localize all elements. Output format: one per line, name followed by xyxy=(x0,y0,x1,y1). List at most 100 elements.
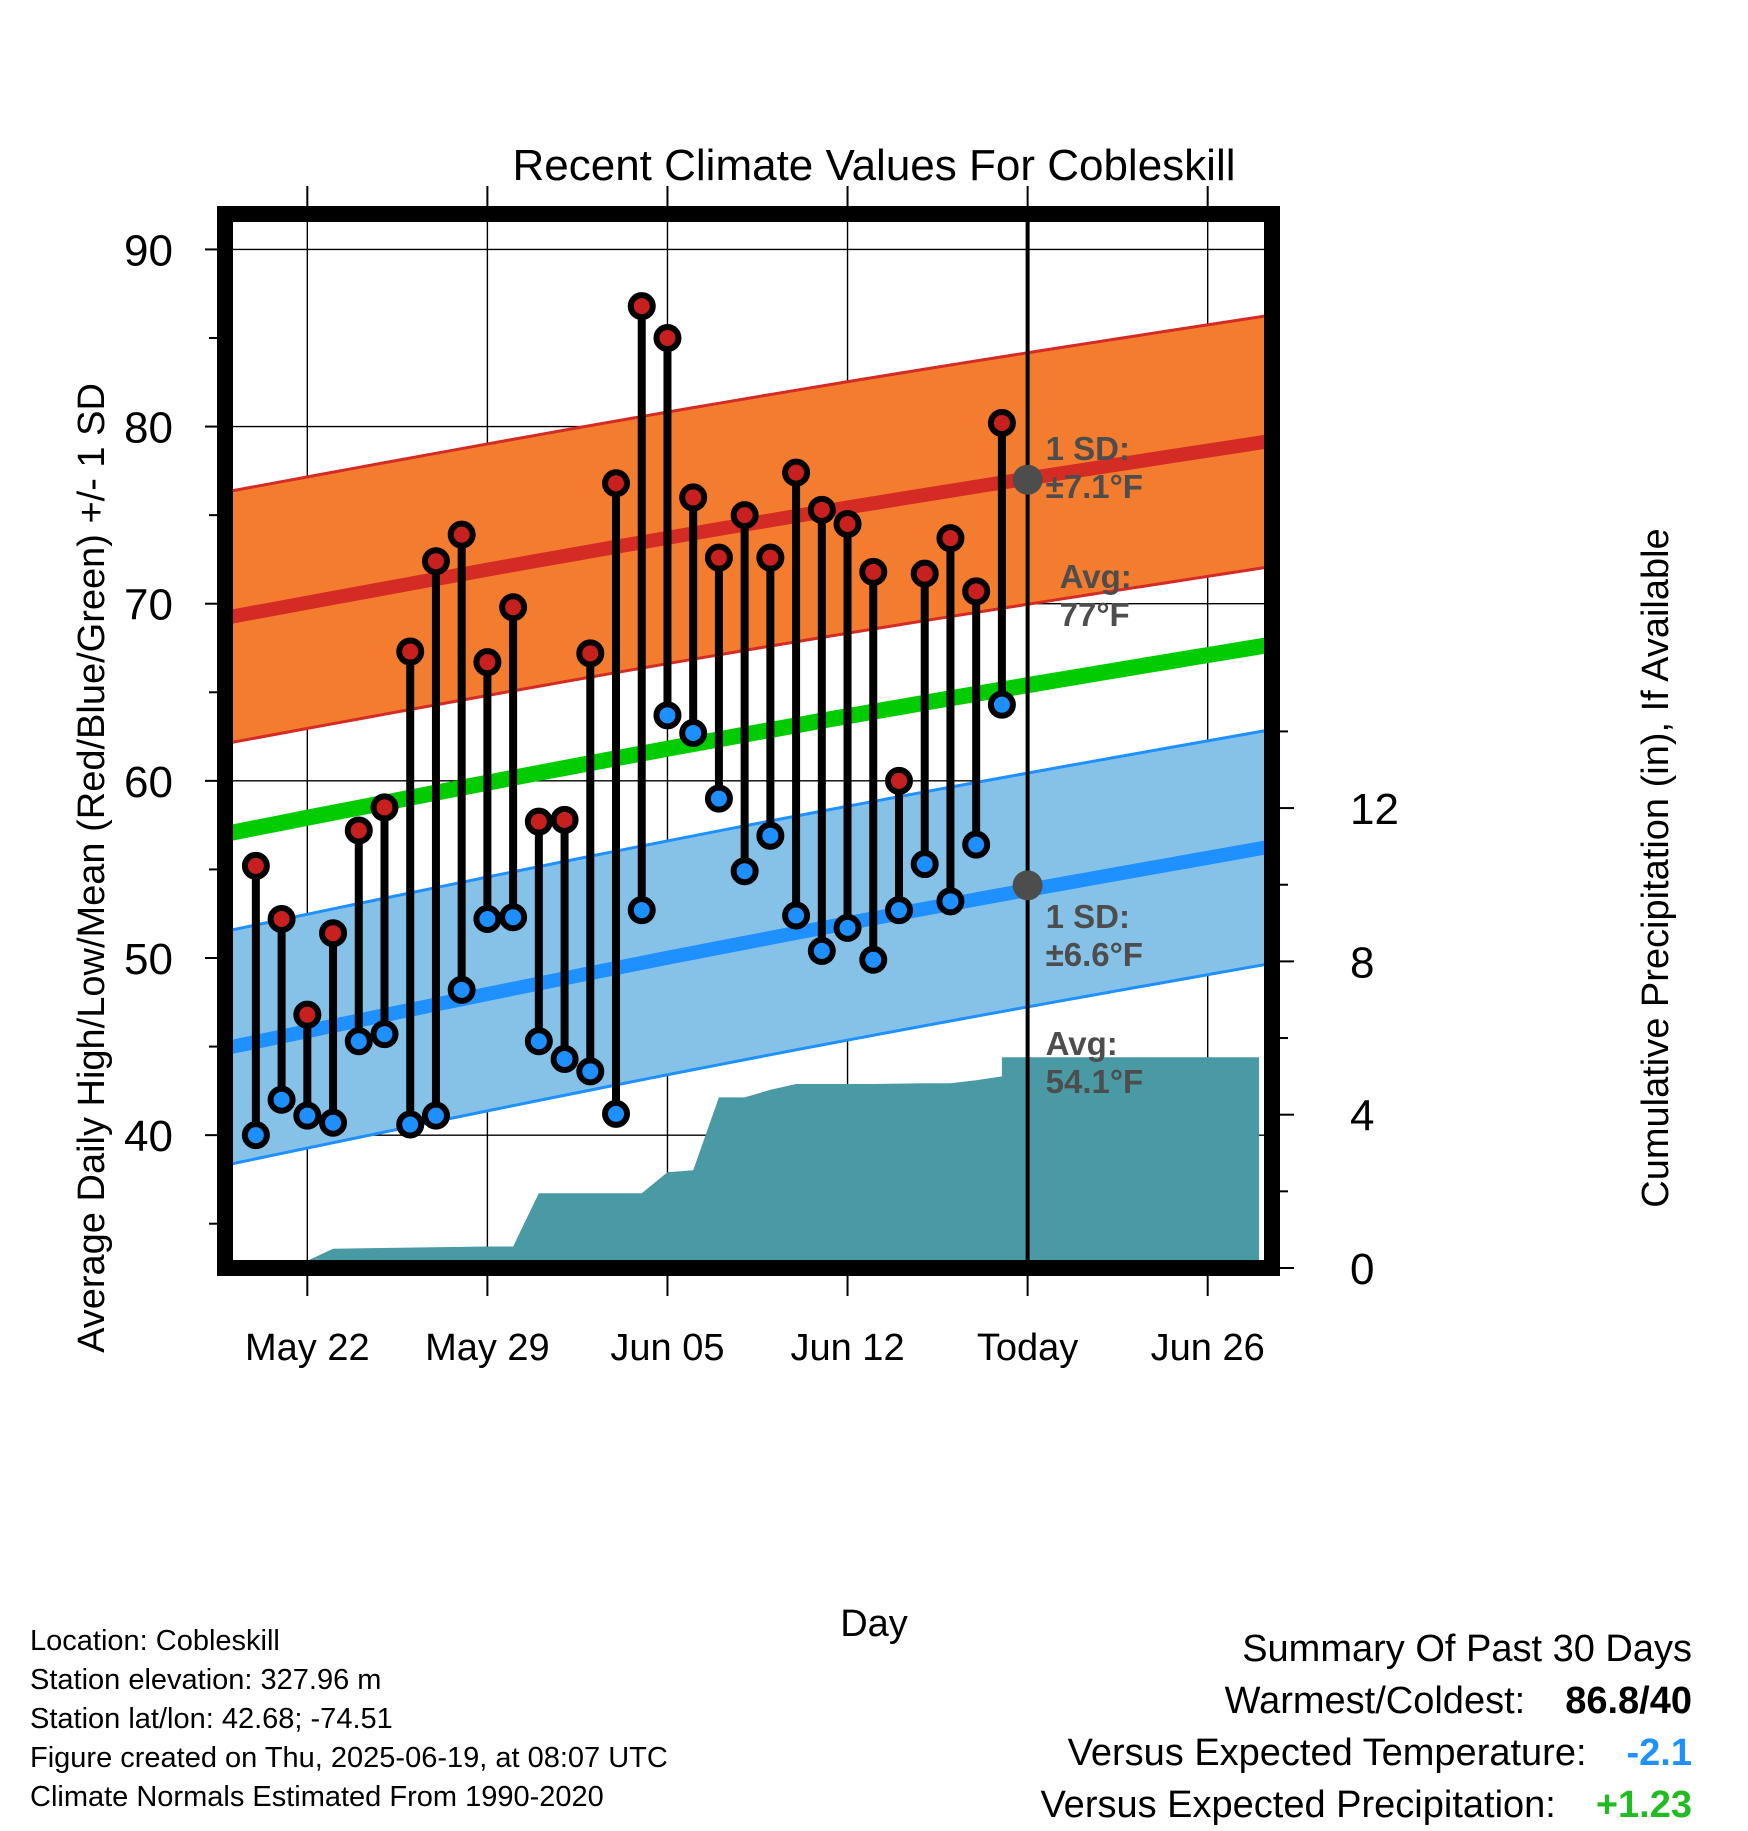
high-band-upper-edge xyxy=(225,313,1272,494)
summary-warmest-row: Warmest/Coldest: 86.8/40 xyxy=(1040,1675,1692,1727)
daily-high-point xyxy=(704,543,733,572)
temp-label: Versus Expected Temperature: xyxy=(1067,1732,1587,1774)
daily-low-point xyxy=(859,945,888,974)
temp-value: -2.1 xyxy=(1626,1732,1692,1774)
daily-low-point xyxy=(782,901,811,930)
daily-low-point xyxy=(833,913,862,942)
high-sd-annotation: 1 SD: ±7.1°F xyxy=(1046,430,1143,505)
daily-low-point xyxy=(602,1099,631,1128)
daily-low-point xyxy=(473,905,502,934)
daily-high-point xyxy=(576,639,605,668)
daily-low-point xyxy=(807,936,836,965)
daily-high-point xyxy=(499,593,528,622)
daily-high-point xyxy=(936,524,965,553)
daily-high-point xyxy=(627,292,656,321)
daily-high-point xyxy=(910,559,939,588)
daily-low-point xyxy=(421,1101,450,1130)
daily-high-point xyxy=(730,501,759,530)
plot-frame xyxy=(217,206,1280,1276)
plot-interior: 1 SD: ±7.1°F Avg: 77°F 1 SD: ±6.6°F Avg: 54.1°F… xyxy=(225,214,1272,1450)
created-text: Figure created on Thu, 2025-06-19, at 08… xyxy=(30,1742,668,1774)
daily-low-point xyxy=(396,1110,425,1139)
daily-low-point xyxy=(910,850,939,879)
daily-high-point xyxy=(447,520,476,549)
y2-tick-label: 12 xyxy=(1350,785,1399,834)
cumulative-precipitation-area xyxy=(291,1057,1260,1268)
y-tick-label: 40 xyxy=(124,1112,173,1161)
summary-precip-row: Versus Expected Precipitation: +1.23 xyxy=(1040,1779,1692,1831)
x-tick-label: Today xyxy=(977,1327,1078,1369)
daily-high-point xyxy=(550,805,579,834)
daily-low-point xyxy=(576,1057,605,1086)
precip-value: +1.23 xyxy=(1595,1784,1692,1826)
daily-high-point xyxy=(602,469,631,498)
daily-low-point xyxy=(627,896,656,925)
daily-low-point xyxy=(370,1020,399,1049)
daily-high-point xyxy=(807,495,836,524)
y2-tick-label: 8 xyxy=(1350,938,1374,987)
daily-high-point xyxy=(962,577,991,606)
precip-label: Versus Expected Precipitation: xyxy=(1040,1784,1556,1826)
y2-tick-label: 4 xyxy=(1350,1092,1374,1141)
daily-low-point xyxy=(756,821,785,850)
x-tick-label: May 22 xyxy=(245,1327,370,1369)
daily-low-point xyxy=(241,1121,270,1150)
location-text: Location: Cobleskill xyxy=(30,1625,280,1657)
daily-high-point xyxy=(884,766,913,795)
daily-low-point xyxy=(550,1044,579,1073)
low-avg-annotation: Avg: 54.1°F xyxy=(1046,1025,1144,1100)
daily-low-point xyxy=(447,975,476,1004)
daily-low-point xyxy=(704,784,733,813)
days-window-label: 30 Days xyxy=(1040,1375,1119,1450)
y-axis-label: Average Daily High/Low/Mean (Red/Blue/Gr… xyxy=(71,383,113,1353)
daily-high-point xyxy=(524,807,553,836)
latlon-text: Station lat/lon: 42.68; -74.51 xyxy=(30,1703,393,1735)
elevation-text: Station elevation: 327.96 m xyxy=(30,1664,382,1696)
daily-low-point xyxy=(293,1101,322,1130)
daily-low-point xyxy=(679,719,708,748)
normal-low-line xyxy=(225,839,1272,1056)
x-tick-label: Jun 05 xyxy=(610,1327,724,1369)
high-avg-annotation: Avg: 77°F xyxy=(1060,558,1132,633)
summary-temp-row: Versus Expected Temperature: -2.1 xyxy=(1040,1727,1692,1779)
x-tick-label: Jun 26 xyxy=(1151,1327,1265,1369)
daily-high-point xyxy=(473,648,502,677)
summary-panel: Summary Of Past 30 Days Warmest/Coldest:… xyxy=(1040,1623,1692,1831)
daily-high-point xyxy=(241,851,270,880)
daily-low-point xyxy=(653,701,682,730)
daily-high-point xyxy=(653,324,682,352)
normals-text: Climate Normals Estimated From 1990-2020 xyxy=(30,1781,604,1813)
warmest-value: 86.8/40 xyxy=(1565,1680,1692,1722)
daily-low-point xyxy=(936,887,965,916)
plot-area: 1 SD: ±7.1°F Avg: 77°F 1 SD: ±6.6°F Avg: 54.1°F… xyxy=(124,186,1399,1450)
daily-high-point xyxy=(782,458,811,487)
x-tick-label: May 29 xyxy=(425,1327,550,1369)
daily-high-point xyxy=(421,547,450,576)
daily-low-point xyxy=(987,690,1016,719)
y-tick-label: 80 xyxy=(124,404,173,453)
daily-low-point xyxy=(344,1027,373,1056)
high-avg-marker xyxy=(1012,464,1043,495)
daily-high-point xyxy=(987,409,1016,438)
daily-low-point xyxy=(962,830,991,859)
daily-high-point xyxy=(756,543,785,572)
daily-low-point xyxy=(884,896,913,925)
daily-high-point xyxy=(267,905,296,934)
daily-high-point xyxy=(679,483,708,512)
low-sd-annotation: 1 SD: ±6.6°F xyxy=(1046,898,1143,973)
y2-axis-label: Cumulative Precipitation (in), If Availa… xyxy=(1635,528,1677,1207)
daily-low-point xyxy=(524,1027,553,1056)
x-tick-label: Jun 12 xyxy=(790,1327,904,1369)
summary-title: Summary Of Past 30 Days xyxy=(1242,1628,1692,1670)
low-avg-marker xyxy=(1012,870,1043,901)
y-tick-label: 70 xyxy=(124,581,173,630)
y-tick-label: 60 xyxy=(124,758,173,807)
warmest-label: Warmest/Coldest: xyxy=(1224,1680,1526,1722)
chart-title: Recent Climate Values For Cobleskill xyxy=(512,141,1235,190)
y2-tick-label: 0 xyxy=(1350,1245,1374,1294)
daily-high-point xyxy=(293,1000,322,1029)
daily-low-point xyxy=(267,1085,296,1114)
x-axis-label: Day xyxy=(840,1603,908,1645)
daily-high-point xyxy=(396,637,425,666)
daily-high-point xyxy=(319,919,348,948)
